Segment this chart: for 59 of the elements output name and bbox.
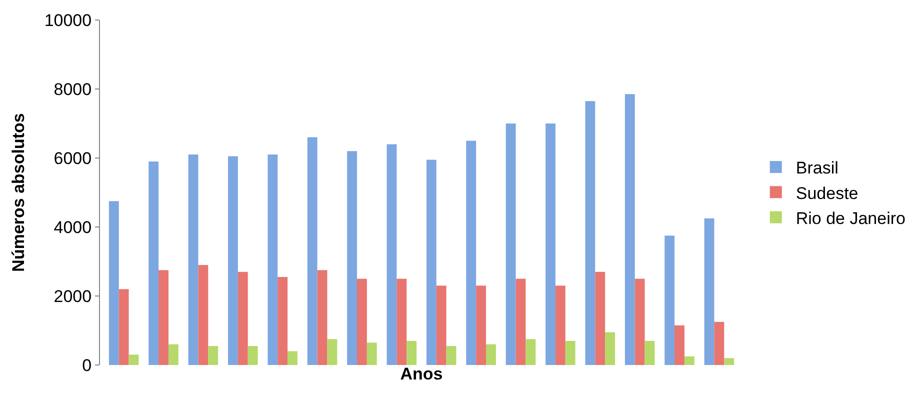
legend-label: Sudeste (796, 184, 858, 203)
bar (664, 236, 675, 365)
bar (198, 264, 208, 365)
bar (366, 342, 377, 365)
bar (317, 270, 328, 365)
bar (436, 286, 446, 365)
bar (476, 286, 486, 365)
bar (595, 272, 606, 365)
y-tick-label: 8000 (54, 80, 92, 99)
bar (208, 346, 218, 365)
y-axis-title: Números absolutos (8, 113, 28, 272)
legend-label: Brasil (796, 158, 838, 178)
bar (168, 344, 178, 365)
bar (714, 322, 724, 365)
bar (724, 358, 734, 365)
bar (288, 351, 298, 365)
bar (585, 101, 596, 365)
x-axis-title: Anos (400, 364, 443, 384)
bar (426, 160, 436, 365)
bar (406, 340, 417, 365)
bar (268, 154, 278, 365)
bar (327, 339, 338, 365)
bar (396, 278, 407, 365)
bar (704, 218, 714, 365)
bar (674, 325, 684, 365)
bar (347, 151, 357, 365)
y-tick-label: 4000 (54, 218, 92, 237)
bar (565, 340, 576, 365)
y-tick-label: 2000 (54, 286, 92, 306)
bar (605, 332, 615, 365)
bar (684, 356, 694, 365)
y-tick-label: 6000 (54, 148, 92, 168)
bar (486, 344, 496, 365)
bar (555, 286, 566, 365)
bar (108, 201, 119, 365)
bar (238, 272, 248, 365)
bar (357, 278, 367, 365)
bar (516, 278, 526, 365)
bar (526, 339, 536, 365)
bar (188, 154, 198, 365)
legend-label: Rio de Janeiro (796, 208, 906, 228)
bar (128, 354, 139, 365)
bar (386, 144, 397, 365)
bar (546, 124, 556, 365)
bar (118, 289, 129, 365)
bar (624, 94, 635, 365)
bar (446, 346, 456, 365)
bar (248, 346, 258, 365)
y-tick-label: 10000 (44, 10, 92, 30)
bar (644, 340, 655, 365)
bar (466, 140, 476, 365)
bar (307, 137, 318, 365)
bar (506, 124, 516, 365)
bar (228, 156, 238, 365)
bar (634, 278, 645, 365)
bar (158, 270, 168, 365)
y-tick-label: 0 (82, 356, 92, 375)
bar (148, 161, 159, 365)
bar (278, 277, 288, 365)
